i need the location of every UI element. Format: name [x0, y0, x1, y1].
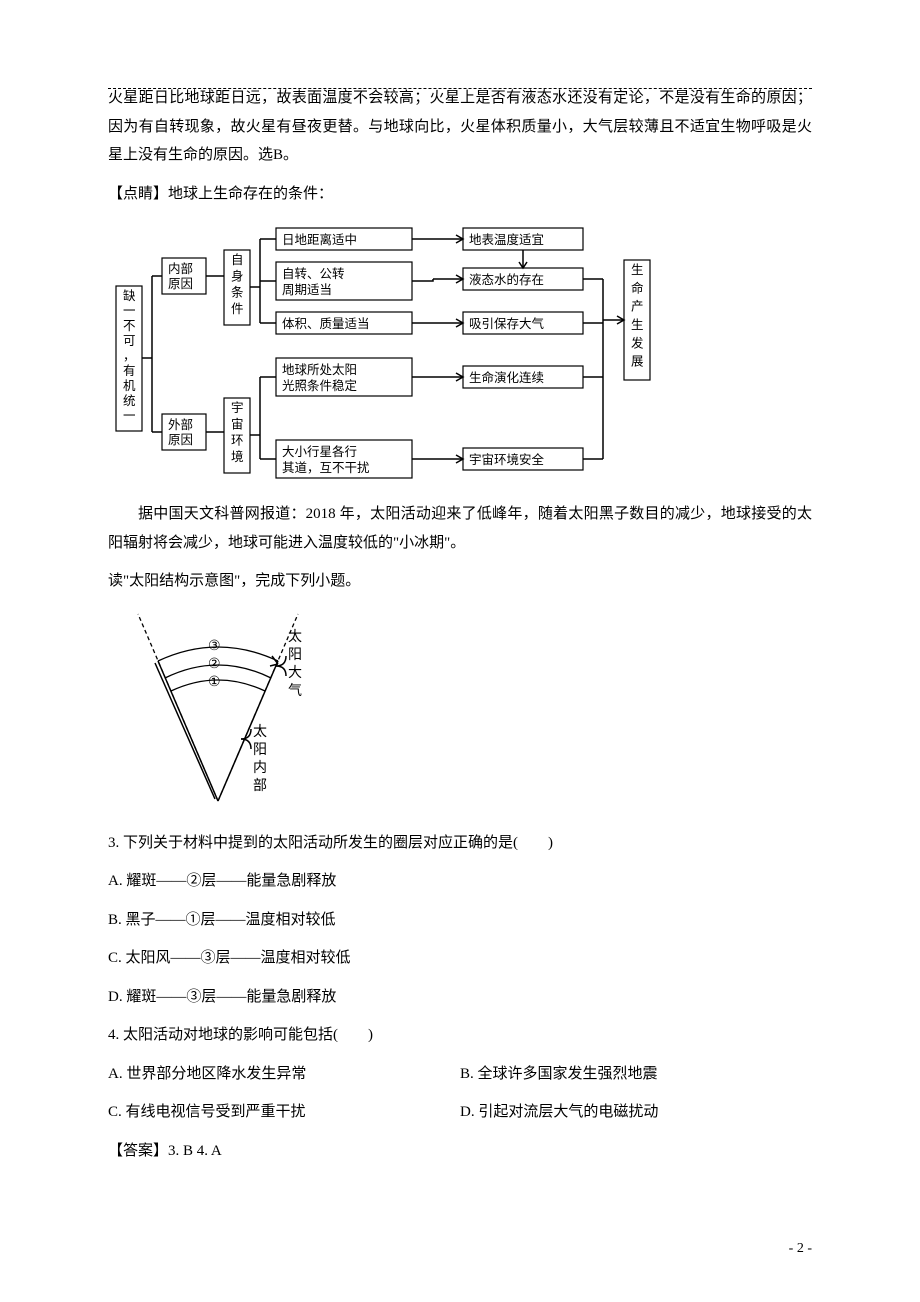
- svg-text:原因: 原因: [168, 433, 193, 447]
- svg-text:产: 产: [631, 300, 644, 314]
- question-4-option-b: B. 全球许多国家发生强烈地震: [460, 1060, 812, 1089]
- svg-text:日地距离适中: 日地距离适中: [282, 232, 357, 247]
- svg-text:光照条件稳定: 光照条件稳定: [282, 378, 357, 393]
- svg-text:内部: 内部: [168, 261, 193, 276]
- answer-line: 【答案】3. B 4. A: [108, 1137, 812, 1166]
- svg-text:①: ①: [208, 675, 221, 690]
- header-rule: [108, 88, 812, 89]
- paragraph-note: 【点睛】地球上生命存在的条件：: [108, 180, 812, 209]
- svg-text:大: 大: [288, 665, 302, 681]
- question-3-option-d: D. 耀斑——③层——能量急剧释放: [108, 983, 812, 1012]
- svg-text:太: 太: [253, 724, 267, 740]
- svg-text:宇宙环境安全: 宇宙环境安全: [469, 452, 545, 467]
- svg-text:一: 一: [123, 304, 136, 318]
- svg-text:一: 一: [123, 409, 136, 423]
- svg-text:机: 机: [123, 379, 136, 393]
- paragraph-instruction: 读"太阳结构示意图"，完成下列小题。: [108, 567, 812, 596]
- svg-text:地表温度适宜: 地表温度适宜: [469, 232, 544, 247]
- paragraph-context: 据中国天文科普网报道：2018 年，太阳活动迎来了低峰年，随着太阳黑子数目的减少…: [108, 500, 812, 557]
- question-3-option-c: C. 太阳风——③层——温度相对较低: [108, 944, 812, 973]
- paragraph-explanation: 火星距日比地球距日远，故表面温度不会较高；火星上是否有液态水还没有定论，不是没有…: [108, 84, 812, 170]
- question-4-option-c: C. 有线电视信号受到严重干扰: [108, 1098, 460, 1127]
- svg-text:生: 生: [631, 263, 644, 277]
- svg-text:大小行星各行: 大小行星各行: [282, 444, 357, 459]
- svg-text:部: 部: [253, 778, 267, 794]
- svg-text:缺: 缺: [123, 288, 136, 303]
- svg-text:展: 展: [631, 355, 644, 369]
- svg-text:体积、质量适当: 体积、质量适当: [282, 317, 370, 331]
- svg-text:件: 件: [231, 302, 244, 316]
- question-4-option-d: D. 引起对流层大气的电磁扰动: [460, 1098, 812, 1127]
- svg-text:宇: 宇: [231, 400, 244, 415]
- svg-text:，: ，: [123, 349, 136, 363]
- question-3-stem: 3. 下列关于材料中提到的太阳活动所发生的圈层对应正确的是( ): [108, 829, 812, 858]
- svg-text:不: 不: [123, 319, 136, 333]
- svg-text:自转、公转: 自转、公转: [282, 266, 345, 281]
- svg-text:其道，互不干扰: 其道，互不干扰: [282, 461, 370, 475]
- svg-text:有: 有: [123, 364, 136, 378]
- svg-text:生: 生: [631, 318, 644, 332]
- svg-text:境: 境: [231, 449, 244, 464]
- sun-structure-diagram: ①②③太阳大气太阳内部: [128, 606, 812, 821]
- svg-text:可: 可: [123, 334, 136, 348]
- question-4-options-row-1: A. 世界部分地区降水发生异常 B. 全球许多国家发生强烈地震: [108, 1060, 812, 1089]
- svg-text:环: 环: [231, 434, 244, 448]
- document-page: 火星距日比地球距日远，故表面温度不会较高；火星上是否有液态水还没有定论，不是没有…: [0, 0, 920, 1302]
- svg-text:气: 气: [288, 683, 302, 699]
- svg-text:③: ③: [208, 639, 221, 654]
- svg-text:地球所处太阳: 地球所处太阳: [282, 362, 357, 377]
- question-4-options-row-2: C. 有线电视信号受到严重干扰 D. 引起对流层大气的电磁扰动: [108, 1098, 812, 1127]
- svg-text:统: 统: [123, 394, 136, 408]
- svg-text:命: 命: [631, 280, 644, 295]
- svg-text:宙: 宙: [231, 416, 244, 431]
- svg-text:生命演化连续: 生命演化连续: [469, 370, 544, 385]
- svg-text:周期适当: 周期适当: [282, 283, 332, 297]
- page-number: - 2 -: [108, 1241, 812, 1257]
- question-3-option-a: A. 耀斑——②层——能量急剧释放: [108, 867, 812, 896]
- svg-text:吸引保存大气: 吸引保存大气: [469, 316, 545, 331]
- svg-text:阳: 阳: [253, 742, 267, 758]
- svg-text:发: 发: [631, 335, 644, 350]
- svg-text:自: 自: [231, 253, 244, 267]
- question-4-stem: 4. 太阳活动对地球的影响可能包括( ): [108, 1021, 812, 1050]
- svg-text:外部: 外部: [168, 417, 193, 432]
- svg-text:身: 身: [231, 268, 244, 283]
- flowchart-diagram: 缺一不可，有机统一内部原因外部原因自身条件宇宙环境日地距离适中自转、公转周期适当…: [108, 218, 812, 488]
- svg-text:原因: 原因: [168, 277, 193, 291]
- svg-text:液态水的存在: 液态水的存在: [469, 272, 544, 287]
- svg-text:内: 内: [253, 760, 267, 776]
- question-4-option-a: A. 世界部分地区降水发生异常: [108, 1060, 460, 1089]
- svg-text:阳: 阳: [288, 647, 302, 663]
- svg-text:②: ②: [208, 657, 221, 672]
- svg-text:太: 太: [288, 629, 302, 645]
- question-3-option-b: B. 黑子——①层——温度相对较低: [108, 906, 812, 935]
- svg-text:条: 条: [231, 286, 244, 300]
